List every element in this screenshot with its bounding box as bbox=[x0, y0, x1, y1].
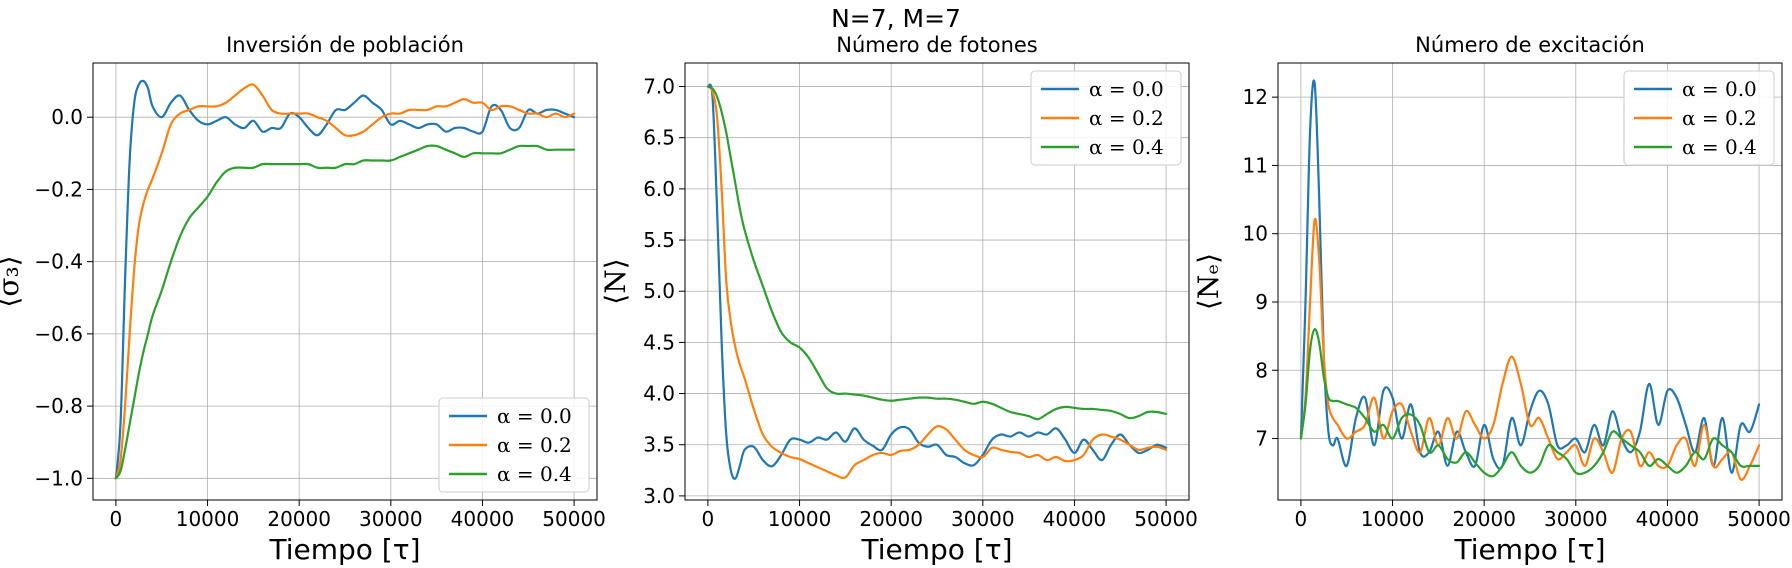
legend-label: α = 0.4 bbox=[1682, 135, 1757, 159]
x-tick-label: 10000 bbox=[768, 507, 832, 531]
x-tick-label: 10000 bbox=[1361, 507, 1425, 531]
y-axis-label: ⟨Nₑ⟩ bbox=[1192, 253, 1225, 310]
x-axis-label: Tiempo [τ] bbox=[1453, 533, 1605, 566]
legend-label: α = 0.2 bbox=[1682, 106, 1757, 130]
chart-title-photons: Número de fotones bbox=[836, 33, 1038, 57]
y-tick-label: −0.4 bbox=[34, 250, 83, 274]
x-axis-label: Tiempo [τ] bbox=[860, 533, 1012, 566]
y-tick-label: 3.5 bbox=[643, 433, 675, 457]
series-group bbox=[1299, 79, 1761, 481]
y-tick-label: 3.0 bbox=[643, 484, 675, 508]
y-tick-label: 5.0 bbox=[643, 279, 675, 303]
x-tick-label: 30000 bbox=[359, 507, 423, 531]
legend: α = 0.0 α = 0.2 α = 0.4 bbox=[1030, 70, 1182, 166]
y-axis-label: ⟨N⟩ bbox=[599, 258, 632, 304]
series-group bbox=[114, 79, 576, 480]
x-tick-label: 40000 bbox=[1636, 507, 1700, 531]
y-tick-label: 11 bbox=[1243, 153, 1268, 177]
figure-suptitle: N=7, M=7 bbox=[831, 4, 961, 33]
x-tick-label: 0 bbox=[1295, 507, 1308, 531]
legend: α = 0.0 α = 0.2 α = 0.4 bbox=[1623, 70, 1775, 166]
y-tick-label: 4.5 bbox=[643, 330, 675, 354]
y-tick-label: 6.0 bbox=[643, 177, 675, 201]
axes-frame bbox=[1277, 62, 1783, 501]
series-line-alpha-0 bbox=[114, 79, 576, 480]
y-tick-label: 5.5 bbox=[643, 228, 675, 252]
chart-title-sigma3: Inversión de población bbox=[226, 33, 464, 57]
x-tick-label: 50000 bbox=[542, 507, 606, 531]
y-tick-label: 9 bbox=[1255, 290, 1268, 314]
x-tick-label: 20000 bbox=[267, 507, 331, 531]
series-line-alpha-0 bbox=[706, 83, 1168, 480]
x-tick-label: 50000 bbox=[1727, 507, 1791, 531]
panel-excitation-number: 0 10000 20000 30000 40000 50000 7 8 9 10 11 12 Númer… bbox=[1192, 33, 1791, 566]
y-axis-label: ⟨σ₃⟩ bbox=[0, 255, 25, 307]
y-tick-label: 10 bbox=[1243, 222, 1268, 246]
legend-label: α = 0.0 bbox=[1089, 77, 1164, 101]
axes-frame bbox=[684, 62, 1190, 501]
series-line-alpha-1 bbox=[706, 85, 1168, 480]
x-tick-label: 50000 bbox=[1134, 507, 1198, 531]
x-tick-label: 30000 bbox=[1544, 507, 1608, 531]
y-tick-label: −1.0 bbox=[34, 466, 83, 490]
y-tick-label: 4.0 bbox=[643, 382, 675, 406]
x-tick-label: 0 bbox=[702, 507, 715, 531]
legend-box bbox=[1623, 70, 1775, 166]
legend-label: α = 0.2 bbox=[497, 433, 572, 457]
legend-label: α = 0.4 bbox=[497, 462, 572, 486]
legend-label: α = 0.0 bbox=[1682, 77, 1757, 101]
y-tick-label: 8 bbox=[1255, 358, 1268, 382]
y-tick-label: 7.0 bbox=[643, 75, 675, 99]
series-line-alpha-1 bbox=[114, 83, 576, 480]
y-tick-label: 0.0 bbox=[51, 105, 83, 129]
x-tick-label: 0 bbox=[110, 507, 123, 531]
axes-frame bbox=[92, 62, 598, 501]
x-tick-label: 20000 bbox=[859, 507, 923, 531]
series-group bbox=[706, 83, 1168, 480]
chart-title-excitations: Número de excitación bbox=[1415, 33, 1645, 57]
y-tick-label: 6.5 bbox=[643, 126, 675, 150]
x-tick-label: 40000 bbox=[1043, 507, 1107, 531]
legend-box bbox=[1030, 70, 1182, 166]
y-tick-label: −0.2 bbox=[34, 177, 83, 201]
series-line-alpha-1 bbox=[1299, 217, 1761, 481]
panel-photon-number: 0 10000 20000 30000 40000 50000 3.0 3.5 4.0 4.5 5.… bbox=[599, 33, 1198, 566]
legend: α = 0.0 α = 0.2 α = 0.4 bbox=[438, 397, 590, 493]
legend-label: α = 0.0 bbox=[497, 404, 572, 428]
legend-label: α = 0.4 bbox=[1089, 135, 1164, 159]
x-axis-label: Tiempo [τ] bbox=[268, 533, 420, 566]
y-tick-label: 12 bbox=[1243, 85, 1268, 109]
x-tick-label: 30000 bbox=[951, 507, 1015, 531]
x-tick-label: 20000 bbox=[1452, 507, 1516, 531]
series-line-alpha-2 bbox=[114, 144, 576, 480]
legend-box bbox=[438, 397, 590, 493]
y-tick-label: −0.6 bbox=[34, 322, 83, 346]
y-tick-label: 7 bbox=[1255, 427, 1268, 451]
legend-label: α = 0.2 bbox=[1089, 106, 1164, 130]
panel-population-inversion: 0 10000 20000 30000 40000 50000 −1.0 −0.8 −0.6 −0… bbox=[0, 33, 606, 566]
series-line-alpha-2 bbox=[1299, 328, 1761, 478]
x-tick-label: 40000 bbox=[451, 507, 515, 531]
y-tick-label: −0.8 bbox=[34, 394, 83, 418]
series-line-alpha-2 bbox=[706, 85, 1168, 421]
x-tick-label: 10000 bbox=[176, 507, 240, 531]
